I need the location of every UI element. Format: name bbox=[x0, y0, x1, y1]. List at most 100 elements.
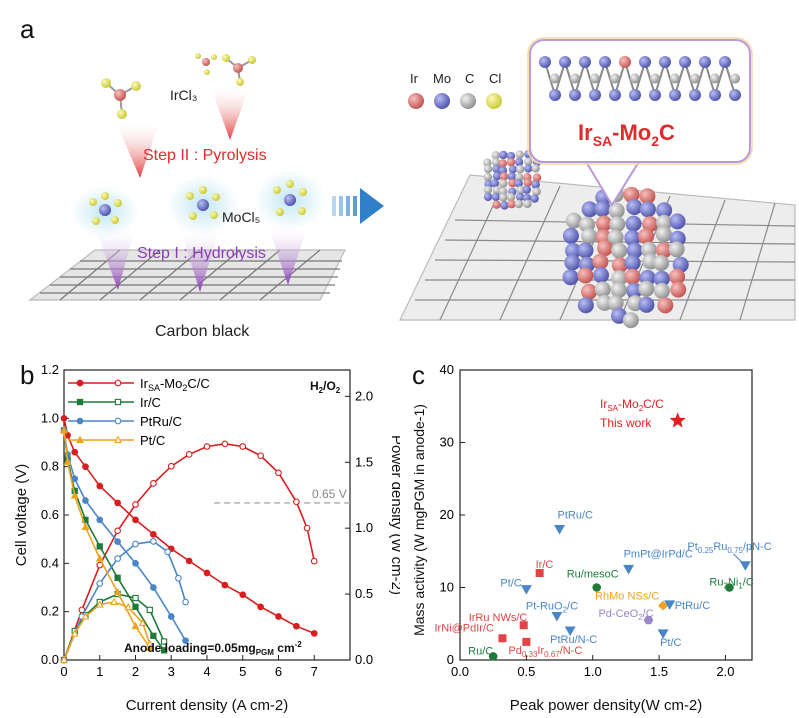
large-np-atom bbox=[622, 312, 639, 329]
small-np-atom bbox=[492, 164, 501, 174]
power-point bbox=[150, 538, 157, 545]
lattice-atom bbox=[669, 89, 681, 101]
voltage-point bbox=[131, 621, 140, 630]
y-axis-title: Cell voltage (V) bbox=[13, 464, 30, 567]
lattice-atom bbox=[610, 73, 620, 84]
lattice-atom bbox=[579, 56, 591, 68]
hydrolysis-cone-3 bbox=[268, 225, 308, 285]
small-np-atom bbox=[508, 178, 517, 188]
lattice-atom bbox=[550, 73, 560, 84]
synthesis-schematic: a Carbon black IrCl₃ Step II : Pyroly bbox=[20, 14, 796, 340]
data-point bbox=[488, 652, 498, 661]
small-np-atom bbox=[523, 178, 532, 187]
large-nanoparticle bbox=[562, 186, 689, 329]
voltage-point bbox=[150, 584, 157, 591]
panel-a-label: a bbox=[20, 14, 35, 44]
point-label: IrNi@PdIr/C bbox=[434, 622, 494, 634]
power-point bbox=[114, 555, 121, 562]
lattice-atom bbox=[659, 56, 671, 68]
ref-voltage-label: 0.65 V bbox=[312, 487, 347, 501]
y-tick-label: 20 bbox=[440, 507, 454, 522]
power-point bbox=[81, 612, 90, 620]
power-point bbox=[167, 462, 175, 470]
panel-c-label: c bbox=[412, 360, 425, 390]
x-tick-label: 7 bbox=[311, 664, 318, 679]
x-tick-label: 2.0 bbox=[716, 664, 734, 679]
power-curve bbox=[63, 442, 316, 661]
large-np-atom bbox=[594, 281, 611, 298]
this-work-label: This work bbox=[600, 416, 652, 430]
lattice-atom bbox=[639, 56, 651, 68]
lattice-atom bbox=[710, 73, 720, 84]
power-point bbox=[124, 602, 133, 611]
large-np-atom bbox=[593, 267, 609, 284]
legend-mo-swatch bbox=[434, 93, 450, 109]
voltage-point bbox=[96, 543, 103, 550]
small-np-atom bbox=[499, 193, 508, 202]
large-np-atom bbox=[639, 201, 656, 218]
large-np-atom bbox=[581, 228, 598, 244]
point-label: Ru3Ni1/C bbox=[709, 577, 753, 591]
large-np-atom bbox=[624, 230, 641, 246]
x-axis-title: Peak power density(W cm-2) bbox=[510, 697, 703, 714]
voltage-point bbox=[60, 414, 68, 422]
step1-label: Step I : Hydrolysis bbox=[137, 245, 266, 262]
point-label: Ir/C bbox=[536, 559, 554, 571]
large-np-atom bbox=[611, 270, 628, 287]
large-np-atom bbox=[653, 282, 670, 299]
lattice-atom bbox=[650, 73, 660, 84]
power-point bbox=[303, 524, 311, 532]
pyrolysis-cone-right bbox=[210, 85, 250, 140]
y2-axis-title: Power density (W cm-2) bbox=[388, 435, 400, 595]
series-0 bbox=[60, 414, 318, 664]
data-point bbox=[520, 585, 532, 595]
large-np-atom bbox=[577, 297, 594, 314]
ircl3-molecule-1 bbox=[101, 78, 141, 119]
voltage-point bbox=[70, 491, 79, 499]
power-point bbox=[150, 480, 157, 487]
large-np-atom bbox=[609, 216, 626, 233]
small-np-atom bbox=[506, 192, 516, 202]
small-np-atom bbox=[500, 201, 509, 210]
data-point bbox=[522, 637, 531, 646]
voltage-point bbox=[145, 643, 154, 651]
legend-cl-swatch bbox=[486, 93, 502, 109]
x-tick-label: 1.0 bbox=[584, 664, 602, 679]
y-tick-label: 1.0 bbox=[41, 410, 59, 425]
point-label: RhMo NSs/C bbox=[595, 591, 659, 603]
small-np-atom bbox=[514, 199, 523, 209]
small-np-atom bbox=[516, 192, 525, 202]
small-np-atom bbox=[532, 187, 541, 196]
power-point bbox=[70, 629, 79, 637]
lattice-atom bbox=[629, 89, 641, 101]
small-np-atom bbox=[499, 179, 508, 188]
power-point bbox=[132, 540, 139, 548]
small-np-atom bbox=[523, 199, 532, 209]
large-np-atom bbox=[624, 254, 641, 271]
y-tick-label: 30 bbox=[440, 435, 454, 450]
legend-marker-open bbox=[114, 435, 122, 443]
x-tick-label: 4 bbox=[203, 664, 210, 679]
legend-marker-filled bbox=[76, 379, 84, 387]
power-point bbox=[310, 557, 318, 565]
large-np-atom bbox=[657, 297, 674, 314]
voltage-point bbox=[150, 530, 157, 538]
power-point bbox=[96, 580, 104, 587]
data-point bbox=[664, 600, 676, 610]
small-np-atom bbox=[499, 172, 509, 181]
voltage-point bbox=[114, 538, 121, 545]
large-np-atom bbox=[577, 267, 594, 284]
product-label: IrSA-Mo2C bbox=[578, 120, 675, 149]
small-np-atom bbox=[491, 158, 501, 167]
large-np-atom bbox=[581, 201, 598, 218]
voltage-point bbox=[132, 603, 139, 610]
large-np-atom bbox=[668, 241, 685, 258]
small-np-atom bbox=[492, 200, 501, 209]
power-point bbox=[203, 443, 211, 450]
plot-frame bbox=[63, 369, 351, 661]
legend-marker-filled bbox=[76, 435, 84, 443]
y2-tick-label: 0.5 bbox=[355, 586, 373, 601]
small-np-atom bbox=[531, 180, 540, 189]
loading-label: Anode loading=0.05mgPGM cm-2 bbox=[124, 640, 302, 657]
voltage-point bbox=[95, 554, 104, 562]
